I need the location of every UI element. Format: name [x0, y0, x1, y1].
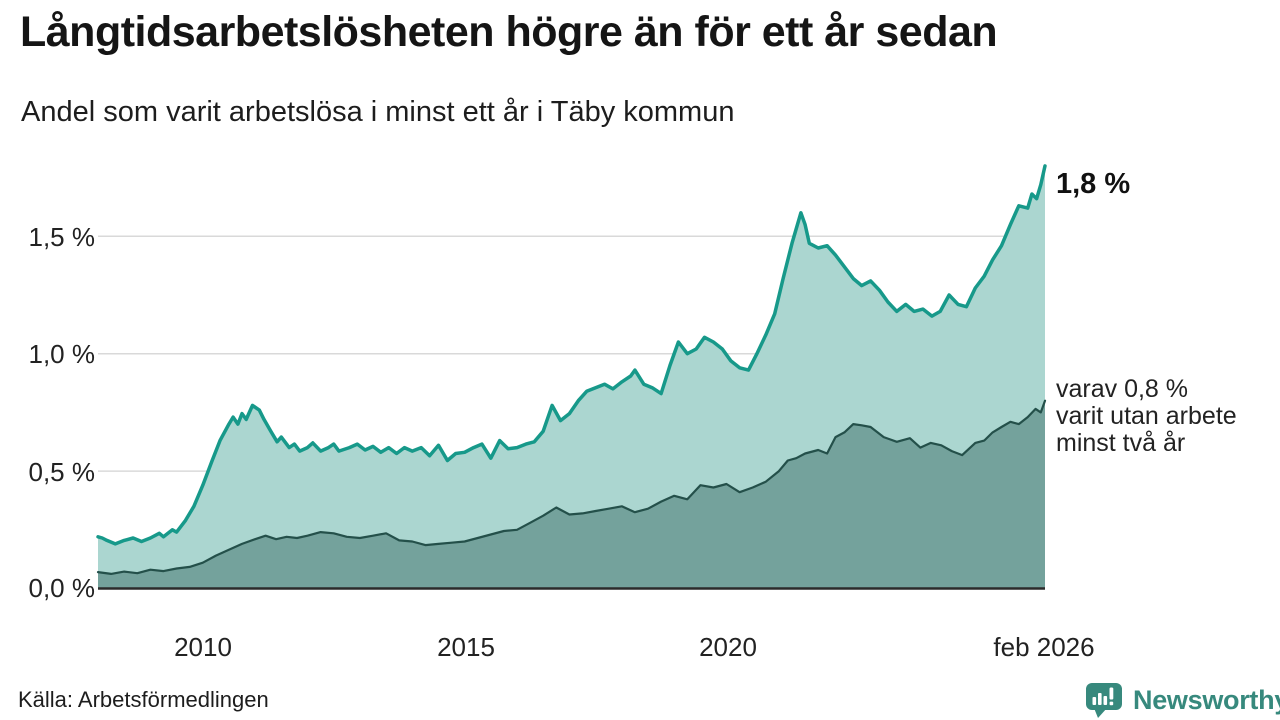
y-axis-tick-0-5: 0,5 %	[28, 457, 96, 487]
x-axis-tick-2015: 2015	[437, 632, 495, 662]
source-credit: Källa: Arbetsförmedlingen	[18, 687, 269, 712]
series2-annotation-line2: varit utan arbete	[1056, 402, 1237, 430]
newsworthy-logo-text: Newsworthy	[1133, 685, 1280, 715]
series2-annotation-line1: varav 0,8 %	[1056, 375, 1189, 403]
series2-annotation-line3: minst två år	[1056, 429, 1186, 457]
y-axis-tick-1-5: 1,5 %	[28, 222, 96, 252]
series1-end-value-label: 1,8 %	[1056, 168, 1131, 200]
newsworthy-logo-icon	[1086, 683, 1122, 718]
x-axis-tick-2020: 2020	[699, 632, 757, 662]
page-subtitle: Andel som varit arbetslösa i minst ett å…	[21, 96, 735, 128]
page-title: Långtidsarbetslösheten högre än för ett …	[20, 8, 998, 56]
y-axis-tick-1-0: 1,0 %	[28, 339, 96, 369]
newsworthy-logo: Newsworthy	[1084, 682, 1280, 719]
series2-end-annotation: varav 0,8 % varit utan arbete minst två …	[1056, 376, 1237, 457]
x-axis-tick-2010: 2010	[174, 632, 232, 662]
x-axis-tick-feb-2026: feb 2026	[993, 632, 1095, 662]
y-axis-tick-0-0: 0,0 %	[28, 573, 96, 603]
